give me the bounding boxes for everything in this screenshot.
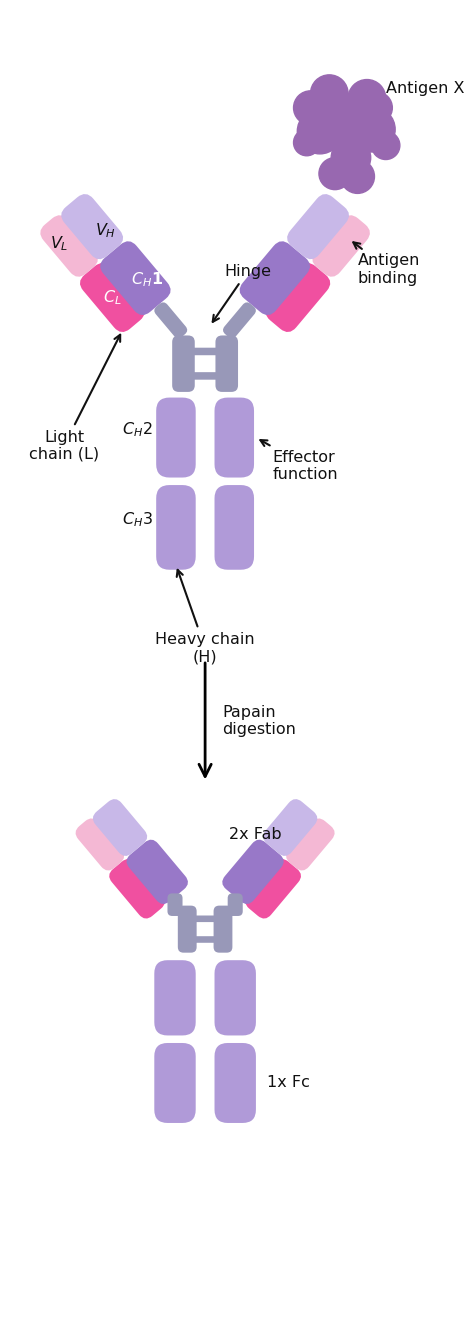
FancyBboxPatch shape <box>265 263 330 332</box>
FancyBboxPatch shape <box>172 336 195 391</box>
FancyBboxPatch shape <box>228 894 243 916</box>
FancyBboxPatch shape <box>177 373 233 379</box>
Circle shape <box>350 107 395 152</box>
FancyBboxPatch shape <box>222 839 284 904</box>
Text: $C_{H}$2: $C_{H}$2 <box>122 420 153 439</box>
Text: Antigen
binding: Antigen binding <box>353 242 420 286</box>
Circle shape <box>293 130 320 156</box>
FancyBboxPatch shape <box>75 818 124 870</box>
Circle shape <box>331 137 371 177</box>
Circle shape <box>318 94 374 151</box>
Text: Light
chain (L): Light chain (L) <box>29 334 120 461</box>
FancyBboxPatch shape <box>214 906 232 953</box>
FancyBboxPatch shape <box>182 936 228 943</box>
Circle shape <box>293 91 328 124</box>
FancyBboxPatch shape <box>167 894 182 916</box>
FancyBboxPatch shape <box>100 241 171 315</box>
FancyBboxPatch shape <box>155 1043 196 1122</box>
Text: Hinge: Hinge <box>213 264 271 321</box>
FancyBboxPatch shape <box>215 1043 256 1122</box>
FancyBboxPatch shape <box>182 916 228 921</box>
Circle shape <box>360 91 392 124</box>
FancyBboxPatch shape <box>287 194 349 259</box>
FancyBboxPatch shape <box>216 336 238 391</box>
Text: 2x Fab: 2x Fab <box>228 826 281 842</box>
FancyBboxPatch shape <box>109 859 165 919</box>
Text: $C_{H}$3: $C_{H}$3 <box>122 510 153 529</box>
Circle shape <box>341 160 374 193</box>
FancyBboxPatch shape <box>263 798 318 857</box>
FancyBboxPatch shape <box>215 398 254 477</box>
Text: $V_{H}$: $V_{H}$ <box>95 221 116 239</box>
FancyBboxPatch shape <box>215 960 256 1035</box>
Text: Papain
digestion: Papain digestion <box>222 705 296 738</box>
Text: $V_{L}$: $V_{L}$ <box>50 235 69 254</box>
FancyBboxPatch shape <box>154 303 187 338</box>
FancyBboxPatch shape <box>215 485 254 570</box>
FancyBboxPatch shape <box>156 398 196 477</box>
FancyBboxPatch shape <box>80 263 145 332</box>
FancyBboxPatch shape <box>177 348 233 356</box>
Text: Heavy chain
(H): Heavy chain (H) <box>155 570 255 664</box>
FancyBboxPatch shape <box>93 798 147 857</box>
FancyBboxPatch shape <box>312 215 370 276</box>
Circle shape <box>310 75 348 112</box>
Text: Effector
function: Effector function <box>260 440 338 483</box>
Circle shape <box>348 79 386 118</box>
Circle shape <box>297 108 343 153</box>
FancyBboxPatch shape <box>61 194 123 259</box>
FancyBboxPatch shape <box>286 818 335 870</box>
Text: 1x Fc: 1x Fc <box>267 1076 310 1091</box>
FancyBboxPatch shape <box>156 485 196 570</box>
FancyBboxPatch shape <box>40 215 98 276</box>
Text: $C_{H}$1: $C_{H}$1 <box>131 271 163 290</box>
FancyBboxPatch shape <box>223 303 256 338</box>
Text: Antigen X: Antigen X <box>386 82 464 97</box>
FancyBboxPatch shape <box>239 241 310 315</box>
FancyBboxPatch shape <box>178 906 197 953</box>
Circle shape <box>372 131 400 160</box>
Circle shape <box>319 157 351 189</box>
FancyBboxPatch shape <box>127 839 188 904</box>
FancyBboxPatch shape <box>245 859 301 919</box>
FancyBboxPatch shape <box>155 960 196 1035</box>
Text: $C_{L}$: $C_{L}$ <box>103 288 122 307</box>
